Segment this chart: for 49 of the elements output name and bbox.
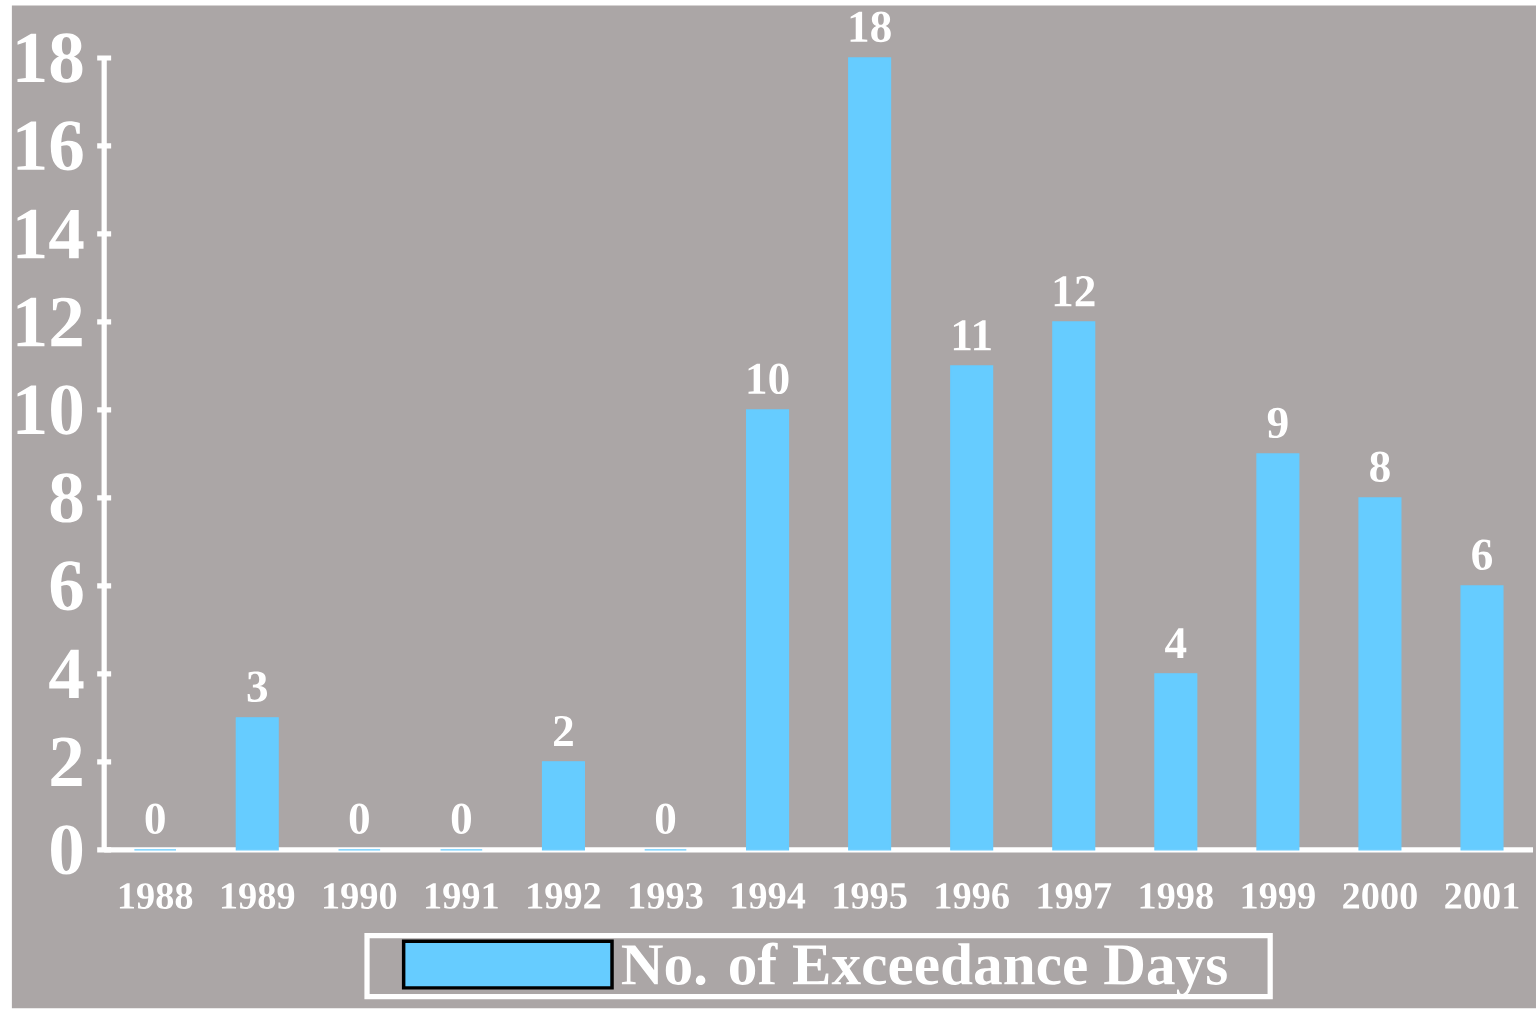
x-tick-label: 2001 [1445, 883, 1519, 910]
bar [1154, 673, 1198, 851]
x-tick-label: 2000 [1343, 883, 1417, 910]
y-tick-label: 8 [50, 473, 83, 523]
y-tick-label: 2 [51, 737, 82, 787]
data-label: 3 [247, 671, 268, 703]
y-tick-label: 10 [17, 385, 83, 435]
data-label: 12 [1054, 276, 1095, 307]
y-tick-label: 16 [17, 121, 83, 171]
y-tick-label: 4 [49, 649, 84, 699]
bar [848, 57, 892, 851]
bar [1256, 453, 1300, 851]
x-tick-label: 1996 [936, 883, 1009, 910]
data-label: 10 [748, 363, 789, 395]
data-label: 18 [850, 11, 891, 43]
data-label: 2 [554, 716, 573, 747]
x-tick-label: 1995 [834, 883, 907, 910]
bar [1358, 497, 1402, 851]
x-tick-label: 1999 [1242, 883, 1315, 910]
data-label: 0 [349, 803, 369, 835]
bar [746, 409, 790, 851]
x-tick-label: 1992 [528, 883, 601, 910]
x-tick-label: 1998 [1140, 883, 1213, 910]
y-tick-label: 18 [17, 33, 83, 83]
data-label: 9 [1267, 407, 1288, 439]
x-tick-label: 1994 [732, 883, 806, 910]
x-tick-label: 1993 [630, 883, 703, 910]
x-tick-label: 1988 [119, 883, 193, 910]
x-tick-label: 1990 [324, 883, 397, 910]
bar [1052, 321, 1096, 851]
y-tick-label: 0 [51, 825, 83, 875]
x-tick-label: 1989 [221, 883, 295, 910]
data-label: 8 [1370, 451, 1390, 483]
bar [235, 717, 279, 851]
bar [950, 365, 994, 851]
y-tick-label: 14 [17, 209, 84, 259]
x-tick-label: 1997 [1038, 883, 1112, 910]
data-label: 11 [953, 320, 991, 351]
data-label: 0 [655, 803, 676, 835]
y-tick-label: 6 [50, 561, 83, 611]
legend-label: No. of Exceedance Days [621, 942, 1227, 998]
bar [541, 761, 585, 851]
data-label: 4 [1165, 628, 1187, 659]
x-tick-label: 1991 [426, 883, 498, 910]
bar [1460, 585, 1504, 851]
y-tick-label: 12 [17, 297, 82, 347]
data-label: 0 [145, 803, 165, 835]
data-label: 6 [1472, 539, 1492, 571]
data-label: 0 [451, 803, 471, 835]
